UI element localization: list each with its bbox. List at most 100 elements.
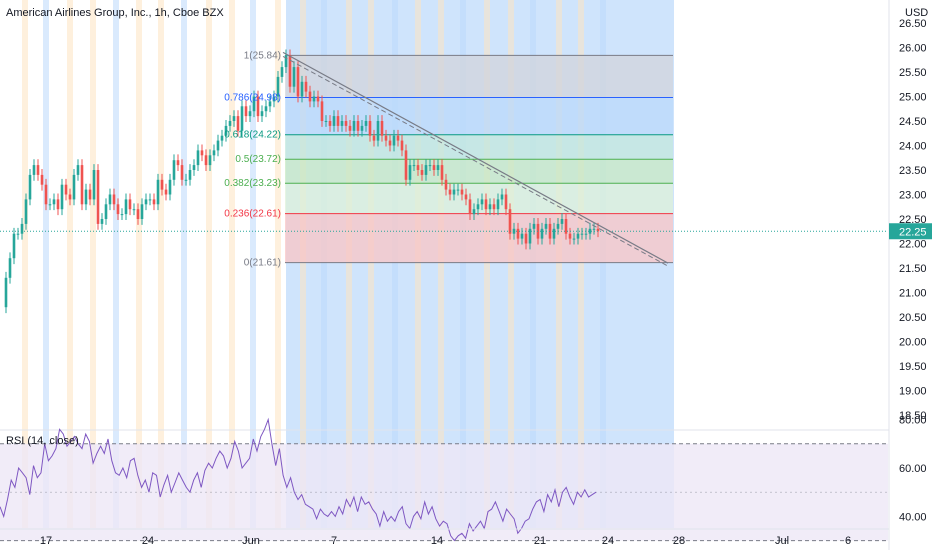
candle-body bbox=[60, 184, 64, 210]
candle-body bbox=[460, 189, 464, 195]
session-stripe bbox=[530, 0, 536, 528]
price-tick-label: 21.00 bbox=[899, 288, 927, 300]
rsi-tick-label: 60.00 bbox=[899, 463, 927, 475]
candle-body bbox=[216, 140, 220, 151]
candle-body bbox=[172, 160, 176, 180]
candle-body bbox=[376, 121, 380, 141]
candle-body bbox=[32, 165, 36, 175]
candle-body bbox=[508, 209, 512, 234]
session-stripe bbox=[136, 0, 142, 528]
candle-body bbox=[524, 233, 528, 244]
last-price-badge bbox=[889, 223, 932, 240]
candle-body bbox=[504, 194, 508, 210]
candle-body bbox=[280, 67, 284, 77]
candle-body bbox=[440, 165, 444, 180]
candle-body bbox=[256, 96, 260, 117]
candle-body bbox=[308, 91, 312, 102]
candle-body bbox=[40, 174, 44, 185]
price-tick-label: 19.00 bbox=[899, 386, 927, 398]
candle-body bbox=[196, 150, 200, 166]
candle-body bbox=[96, 170, 100, 224]
candle-body bbox=[144, 199, 148, 205]
time-axis[interactable]: 17 24 Jun 7 14 21 24 28 Jul 6 bbox=[0, 528, 889, 547]
candle-body bbox=[584, 233, 588, 235]
candle-body bbox=[472, 209, 476, 215]
fib-level-label: 0.618(24.22) bbox=[224, 130, 281, 141]
candle-body bbox=[156, 179, 160, 205]
session-stripe bbox=[206, 0, 212, 528]
candles bbox=[4, 49, 600, 314]
candle-body bbox=[392, 135, 396, 146]
price-tick-label: 24.50 bbox=[899, 116, 927, 128]
candle-body bbox=[12, 233, 16, 259]
candle-body bbox=[428, 165, 432, 167]
candle-body bbox=[136, 209, 140, 219]
candle-body bbox=[212, 150, 216, 156]
fib-labels: 1(25.84) 0.786(24.98) 0.618(24.22) 0.5(23.7… bbox=[224, 50, 281, 268]
candle-body bbox=[324, 121, 328, 122]
candle-body bbox=[328, 121, 332, 126]
candle-body bbox=[344, 121, 348, 126]
session-stripe bbox=[460, 0, 466, 528]
session-stripe bbox=[113, 0, 119, 528]
rsi-tick-label: 80.00 bbox=[899, 415, 927, 427]
price-tick-label: 23.50 bbox=[899, 165, 927, 177]
price-tick-label: 23.00 bbox=[899, 190, 927, 202]
session-stripe bbox=[368, 0, 374, 528]
candle-body bbox=[80, 165, 84, 205]
rsi-line bbox=[0, 417, 597, 542]
candle-body bbox=[64, 184, 68, 195]
fib-level-label: 1(25.84) bbox=[244, 50, 281, 61]
price-tick-label: 22.50 bbox=[899, 214, 927, 226]
candle-body bbox=[596, 228, 600, 232]
candle-body bbox=[484, 199, 488, 210]
fib-level-label: 0.382(23.23) bbox=[224, 178, 281, 189]
candle-body bbox=[284, 55, 288, 68]
rsi-tick-label: 40.00 bbox=[899, 511, 927, 523]
price-axis[interactable]: 26.50 26.00 25.50 25.00 24.50 24.00 23.50 23.00… bbox=[888, 0, 932, 550]
session-stripe bbox=[346, 0, 352, 528]
time-tick-label: 14 bbox=[431, 535, 443, 547]
candle-body bbox=[476, 204, 480, 210]
candle-body bbox=[292, 67, 296, 87]
candle-body bbox=[528, 228, 532, 244]
candle-body bbox=[176, 160, 180, 166]
candle-body bbox=[164, 189, 168, 195]
candle-body bbox=[544, 223, 548, 229]
candle-body bbox=[492, 204, 496, 210]
fib-zone bbox=[285, 213, 673, 263]
candle-body bbox=[296, 67, 300, 97]
candle-body bbox=[568, 233, 572, 239]
candle-body bbox=[260, 111, 264, 117]
price-tick-label: 26.50 bbox=[899, 18, 927, 30]
session-stripe bbox=[275, 0, 281, 528]
candle-body bbox=[268, 101, 272, 107]
candle-body bbox=[488, 204, 492, 210]
candle-body bbox=[560, 219, 564, 224]
session-stripe bbox=[438, 0, 444, 528]
candle-body bbox=[44, 184, 48, 205]
fib-level-label: 0(21.61) bbox=[244, 258, 281, 269]
candle-body bbox=[516, 228, 520, 239]
session-stripe bbox=[300, 0, 306, 528]
candle-body bbox=[192, 165, 196, 170]
candle-body bbox=[272, 96, 276, 102]
candle-body bbox=[68, 194, 72, 200]
price-tick-label: 25.50 bbox=[899, 67, 927, 79]
time-tick-label: 21 bbox=[534, 535, 546, 547]
time-tick-label: Jul bbox=[775, 535, 789, 547]
candle-body bbox=[356, 121, 360, 131]
candle-body bbox=[36, 165, 40, 175]
candle-body bbox=[132, 209, 136, 211]
candle-body bbox=[380, 121, 384, 136]
candle-body bbox=[236, 116, 240, 131]
session-stripe bbox=[508, 0, 514, 528]
candle-body bbox=[248, 111, 252, 117]
candle-body bbox=[456, 189, 460, 191]
fib-zone bbox=[285, 134, 673, 160]
session-stripe bbox=[67, 0, 73, 528]
candle-body bbox=[424, 165, 428, 175]
candle-body bbox=[432, 165, 436, 170]
candle-body bbox=[16, 233, 20, 235]
time-tick-label: 24 bbox=[602, 535, 614, 547]
